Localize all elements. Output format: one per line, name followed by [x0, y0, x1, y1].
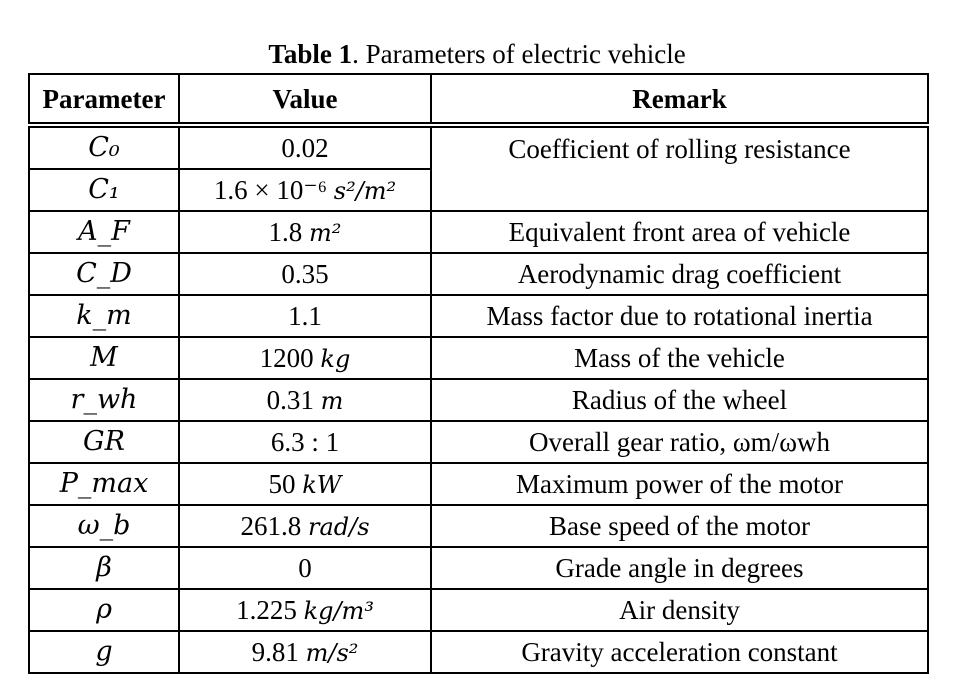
value-cell: 1.1	[178, 294, 432, 338]
table-row: M 1200 kg Mass of the vehicle	[28, 336, 929, 380]
remark-cell: Grade angle in degrees	[430, 546, 929, 590]
value-number: 1200	[259, 342, 314, 373]
table-row: ω_b 261.8 rad/s Base speed of the motor	[28, 504, 929, 548]
table-row: C₀ 0.02 Coefficient of rolling resistanc…	[28, 124, 929, 212]
param-cell: β	[28, 546, 180, 590]
table-label: Table 1	[268, 39, 353, 69]
header-parameter: Parameter	[28, 73, 180, 128]
param-cell: M	[28, 336, 180, 380]
value-cell: 0.02	[178, 124, 432, 170]
remark-cell: Base speed of the motor	[430, 504, 929, 548]
param-cell: C₁	[28, 168, 180, 212]
param-cell: g	[28, 630, 180, 674]
param-cell: GR	[28, 420, 180, 464]
value-number: 9.81	[251, 636, 299, 667]
remark-cell: Gravity acceleration constant	[430, 630, 929, 674]
param-cell: A_F	[28, 210, 180, 254]
remark-cell: Radius of the wheel	[430, 378, 929, 422]
value-number: 1.6 × 10⁻⁶	[213, 174, 327, 205]
value-number: 50	[268, 468, 296, 499]
param-cell: P_max	[28, 462, 180, 506]
table-row: r_wh 0.31 m Radius of the wheel	[28, 378, 929, 422]
header-row: Parameter Value Remark	[28, 73, 929, 128]
value-cell: 9.81 m/s²	[178, 630, 432, 674]
remark-cell: Maximum power of the motor	[430, 462, 929, 506]
value-cell: 0.35	[178, 252, 432, 296]
parameters-table: Parameter Value Remark C₀ 0.02 Coefficie…	[28, 73, 929, 674]
value-unit: m/s²	[305, 638, 359, 667]
remark-cell: Mass factor due to rotational inertia	[430, 294, 929, 338]
remark-cell: Coefficient of rolling resistance	[430, 124, 929, 212]
table-row: ρ 1.225 kg/m³ Air density	[28, 588, 929, 632]
value-unit: rad/s	[307, 512, 370, 541]
value-cell: 6.3 : 1	[178, 420, 432, 464]
param-cell: C₀	[28, 124, 180, 170]
value-cell: 261.8 rad/s	[178, 504, 432, 548]
value-number: 1.1	[288, 301, 322, 331]
remark-cell: Equivalent front area of vehicle	[430, 210, 929, 254]
param-cell: r_wh	[28, 378, 180, 422]
value-cell: 0.31 m	[178, 378, 432, 422]
remark-cell: Overall gear ratio, ωm/ωwh	[430, 420, 929, 464]
value-number: 0.31	[266, 384, 314, 415]
value-unit: m²	[309, 218, 342, 247]
table-row: C_D 0.35 Aerodynamic drag coefficient	[28, 252, 929, 296]
value-cell: 1200 kg	[178, 336, 432, 380]
value-cell: 50 kW	[178, 462, 432, 506]
param-cell: ρ	[28, 588, 180, 632]
table-row: GR 6.3 : 1 Overall gear ratio, ωm/ωwh	[28, 420, 929, 464]
value-unit: kW	[302, 470, 342, 499]
remark-cell: Air density	[430, 588, 929, 632]
param-cell: ω_b	[28, 504, 180, 548]
param-cell: k_m	[28, 294, 180, 338]
value-number: 0.35	[281, 259, 329, 289]
table-row: P_max 50 kW Maximum power of the motor	[28, 462, 929, 506]
value-unit: kg	[320, 344, 351, 373]
value-number: 0	[298, 553, 312, 583]
value-unit: kg/m³	[303, 596, 374, 625]
param-cell: C_D	[28, 252, 180, 296]
value-cell: 0	[178, 546, 432, 590]
header-value: Value	[178, 73, 432, 128]
table-row: g 9.81 m/s² Gravity acceleration constan…	[28, 630, 929, 674]
value-unit: s²/m²	[333, 176, 397, 205]
table-row: A_F 1.8 m² Equivalent front area of vehi…	[28, 210, 929, 254]
value-number: 261.8	[240, 510, 302, 541]
table-title: . Parameters of electric vehicle	[352, 39, 686, 69]
value-number: 1.225	[236, 594, 297, 625]
value-cell: 1.6 × 10⁻⁶ s²/m²	[178, 168, 432, 212]
value-number: 0.02	[281, 133, 329, 163]
value-cell: 1.8 m²	[178, 210, 432, 254]
table-row: β 0 Grade angle in degrees	[28, 546, 929, 590]
value-unit: m	[320, 386, 344, 415]
value-number: 1.8	[268, 216, 303, 247]
remark-cell: Mass of the vehicle	[430, 336, 929, 380]
value-cell: 1.225 kg/m³	[178, 588, 432, 632]
table-caption: Table 1. Parameters of electric vehicle	[0, 38, 954, 70]
value-number: 6.3 : 1	[270, 427, 340, 457]
table-row: C₁ 1.6 × 10⁻⁶ s²/m²	[28, 168, 928, 212]
remark-cell: Aerodynamic drag coefficient	[430, 252, 929, 296]
header-remark: Remark	[430, 73, 929, 128]
table-row: k_m 1.1 Mass factor due to rotational in…	[28, 294, 929, 338]
